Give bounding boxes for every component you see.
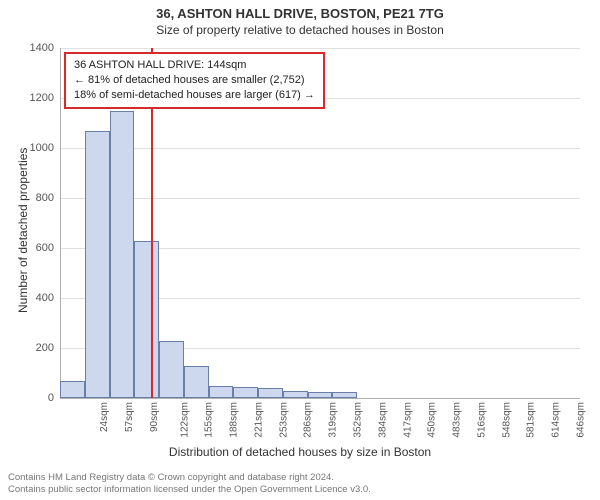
x-tick-label: 483sqm: [452, 402, 463, 438]
info-callout-box: 36 ASHTON HALL DRIVE: 144sqm← 81% of det…: [64, 52, 325, 109]
x-tick-label: 384sqm: [377, 402, 388, 438]
x-tick-label: 286sqm: [303, 402, 314, 438]
x-tick-label: 122sqm: [179, 402, 190, 438]
y-axis-line: [60, 48, 61, 398]
histogram-bar: [159, 341, 184, 399]
footer-line: Contains HM Land Registry data © Crown c…: [8, 472, 371, 484]
x-tick-label: 548sqm: [501, 402, 512, 438]
x-tick-label: 155sqm: [204, 402, 215, 438]
x-tick-label: 516sqm: [476, 402, 487, 438]
y-tick-label: 400: [36, 292, 60, 304]
x-tick-label: 450sqm: [427, 402, 438, 438]
histogram-bar: [134, 241, 159, 399]
x-tick-label: 581sqm: [526, 402, 537, 438]
info-callout-line: 36 ASHTON HALL DRIVE: 144sqm: [74, 58, 315, 73]
histogram-bar: [283, 391, 308, 399]
histogram-bar: [85, 131, 110, 399]
footer-line: Contains public sector information licen…: [8, 484, 371, 496]
histogram-bar: [209, 386, 234, 399]
y-tick-label: 1000: [30, 142, 60, 154]
y-tick-label: 600: [36, 242, 60, 254]
x-tick-label: 221sqm: [254, 402, 265, 438]
histogram-bar: [332, 392, 357, 398]
x-tick-label: 57sqm: [124, 402, 135, 432]
histogram-bar: [184, 366, 209, 399]
histogram-bar: [308, 392, 333, 398]
chart-title: 36, ASHTON HALL DRIVE, BOSTON, PE21 7TG: [0, 0, 600, 21]
chart-subtitle: Size of property relative to detached ho…: [0, 21, 600, 37]
x-tick-label: 188sqm: [229, 402, 240, 438]
info-callout-line: ← 81% of detached houses are smaller (2,…: [74, 73, 315, 88]
x-tick-label: 24sqm: [99, 402, 110, 432]
footer-attribution: Contains HM Land Registry data © Crown c…: [8, 472, 371, 496]
x-tick-label: 417sqm: [402, 402, 413, 438]
plot-area: 020040060080010001200140024sqm57sqm90sqm…: [60, 48, 580, 398]
y-tick-label: 800: [36, 192, 60, 204]
grid-line: [60, 198, 580, 199]
chart-container: 36, ASHTON HALL DRIVE, BOSTON, PE21 7TG …: [0, 0, 600, 500]
y-axis-label: Number of detached properties: [16, 148, 30, 313]
x-tick-label: 90sqm: [149, 402, 160, 432]
x-tick-label: 319sqm: [328, 402, 339, 438]
histogram-bar: [258, 388, 283, 398]
x-tick-label: 646sqm: [575, 402, 586, 438]
histogram-bar: [233, 387, 258, 398]
grid-line: [60, 148, 580, 149]
y-tick-label: 1200: [30, 92, 60, 104]
info-callout-line: 18% of semi-detached houses are larger (…: [74, 88, 315, 103]
x-axis-line: [60, 398, 580, 399]
x-tick-label: 614sqm: [551, 402, 562, 438]
x-tick-label: 253sqm: [278, 402, 289, 438]
y-tick-label: 0: [48, 392, 60, 404]
y-tick-label: 1400: [30, 42, 60, 54]
x-axis-label: Distribution of detached houses by size …: [0, 445, 600, 459]
x-tick-label: 352sqm: [353, 402, 364, 438]
histogram-bar: [110, 111, 135, 399]
y-tick-label: 200: [36, 342, 60, 354]
grid-line: [60, 48, 580, 49]
histogram-bar: [60, 381, 85, 399]
